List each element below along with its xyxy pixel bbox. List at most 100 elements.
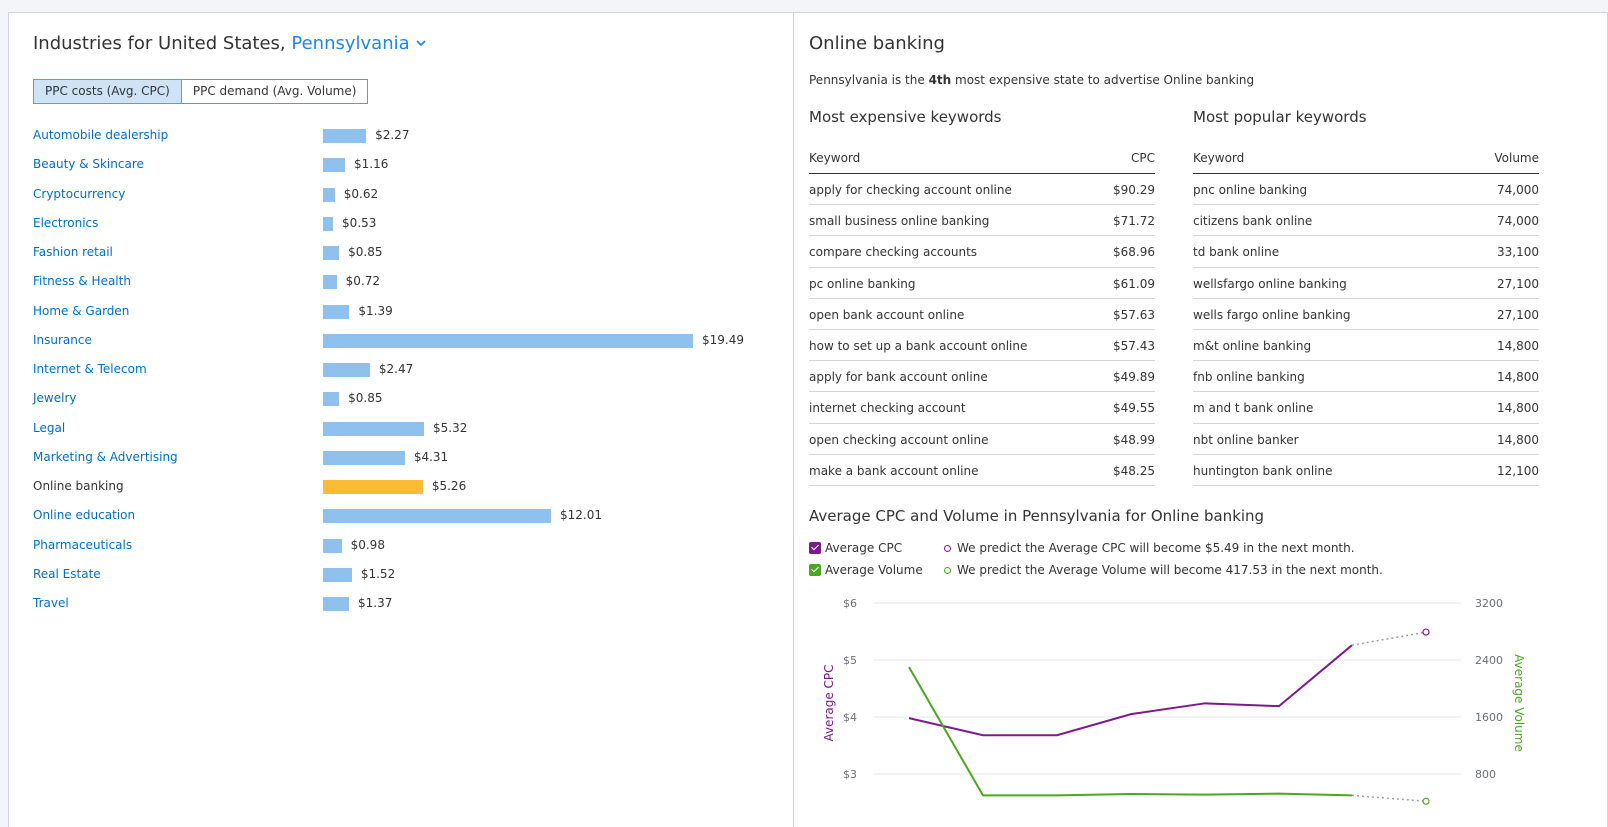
metric-toggle: PPC costs (Avg. CPC) PPC demand (Avg. Vo… [33,79,369,104]
state-label: Pennsylvania [291,33,410,54]
industry-name[interactable]: Insurance [33,332,92,347]
industry-bar [323,246,340,260]
panel-divider [793,13,794,827]
industry-cpc-value: $1.37 [358,596,393,610]
forecast-line [1351,794,1427,802]
industry-row[interactable]: Travel $1.37 [33,595,773,613]
table-header: Keyword CPC [809,147,1155,174]
industry-bar [323,333,693,348]
industry-cpc-value: $1.39 [358,303,393,318]
industry-row[interactable]: Insurance $19.49 [33,332,773,350]
keyword-cell: open bank account online [809,307,965,322]
table-row: wellsfargo online banking 27,100 [1193,268,1539,299]
volume-forecast-text: We predict the Average Volume will becom… [957,563,1383,577]
industry-cpc-value: $0.53 [342,215,377,230]
industry-row[interactable]: Fitness & Health $0.72 [33,273,773,291]
forecast-dot-icon [944,566,951,574]
industry-row[interactable]: Real Estate $1.52 [33,566,773,584]
industry-cpc-value: $0.85 [348,245,383,259]
ppc-costs-button[interactable]: PPC costs (Avg. CPC) [33,79,182,104]
forecast-line [1351,631,1427,646]
industry-row[interactable]: Electronics $0.53 [33,215,773,233]
industry-name[interactable]: Legal [33,420,66,435]
left-axis-tick: $6 [843,597,857,610]
cpc-forecast-text: We predict the Average CPC will become $… [957,541,1355,555]
ppc-demand-button[interactable]: PPC demand (Avg. Volume) [180,79,369,104]
industry-bar [323,538,342,553]
industry-row[interactable]: Legal $5.32 [33,420,773,438]
industry-name[interactable]: Jewelry [33,391,77,406]
industry-row[interactable]: Automobile dealership $2.27 [33,127,773,145]
industry-row[interactable]: Internet & Telecom $2.47 [33,361,773,379]
volume-cell: 14,800 [1497,338,1539,353]
keyword-cell: huntington bank online [1193,463,1333,478]
keyword-cell: pnc online banking [1193,183,1308,197]
volume-series-line [908,666,1353,797]
industry-name[interactable]: Beauty & Skincare [33,157,144,172]
industry-bar [323,567,352,582]
legend-average-cpc[interactable]: Average CPC [809,541,902,555]
industry-name[interactable]: Cryptocurrency [33,186,126,201]
industry-row[interactable]: Jewelry $0.85 [33,390,773,408]
industry-bar [323,158,346,173]
industry-name[interactable]: Pharmaceuticals [33,537,133,552]
rank-text-post: most expensive state to advertise Online… [951,73,1255,87]
industry-name[interactable]: Fashion retail [33,245,113,259]
industry-row[interactable]: Beauty & Skincare $1.16 [33,156,773,174]
legend-volume-label: Average Volume [825,563,923,577]
industry-name[interactable]: Electronics [33,215,99,230]
column-header-volume: Volume [1494,151,1539,165]
industry-row[interactable]: Marketing & Advertising $4.31 [33,449,773,467]
column-header-keyword: Keyword [809,151,861,165]
table-row: how to set up a bank account online $57.4… [809,330,1155,362]
industry-row[interactable]: Cryptocurrency $0.62 [33,186,773,204]
industry-row[interactable]: Fashion retail $0.85 [33,244,773,262]
volume-cell: 74,000 [1497,183,1539,197]
column-header-cpc: CPC [1131,151,1155,165]
industry-name[interactable]: Home & Garden [33,303,130,318]
table-row: open bank account online $57.63 [809,299,1155,330]
right-axis-tick: 3200 [1475,597,1503,610]
industry-name[interactable]: Real Estate [33,566,101,581]
industry-name[interactable]: Fitness & Health [33,274,131,289]
state-selector[interactable]: Pennsylvania [291,33,426,54]
industry-cpc-value: $4.31 [413,449,449,464]
column-header-keyword: Keyword [1193,151,1245,165]
table-row: m and t bank online 14,800 [1193,392,1539,424]
checkbox-icon [809,542,821,554]
industry-name[interactable]: Marketing & Advertising [33,449,178,464]
keyword-cell: m&t online banking [1193,338,1312,353]
table-row: citizens bank online 74,000 [1193,205,1539,237]
industry-row[interactable]: Online education $12.01 [33,507,773,525]
table-row: compare checking accounts $68.96 [809,236,1155,268]
volume-cell: 12,100 [1497,463,1539,478]
industry-bar [323,275,337,290]
industry-name[interactable]: Online education [33,508,136,523]
left-axis-tick: $3 [843,768,857,781]
industry-row[interactable]: Pharmaceuticals $0.98 [33,537,773,555]
table-row: m&t online banking 14,800 [1193,330,1539,362]
cpc-forecast-note: We predict the Average CPC will become $… [944,541,1355,555]
keyword-cell: compare checking accounts [809,245,978,260]
industry-name[interactable]: Travel [33,596,69,610]
chevron-down-icon [416,40,426,47]
table-row: pnc online banking 74,000 [1193,174,1539,206]
legend-average-volume[interactable]: Average Volume [809,563,923,577]
table-row: pc online banking $61.09 [809,268,1155,299]
keyword-cell: td bank online [1193,245,1280,260]
app-frame: Industries for United States, Pennsylvan… [8,12,1608,827]
industry-cpc-value: $2.47 [378,362,414,376]
cpc-cell: $57.63 [1113,307,1155,322]
keyword-cell: apply for checking account online [809,183,1012,197]
right-axis-label: Average Volume [1512,654,1526,752]
industries-title: Industries for United States, Pennsylvan… [33,33,426,54]
keyword-cell: make a bank account online [809,463,979,478]
cpc-cell: $61.09 [1113,276,1155,291]
industry-cpc-value: $0.72 [345,274,381,289]
industry-row[interactable]: Home & Garden $1.39 [33,303,773,321]
industry-cpc-value: $0.85 [348,391,383,406]
cpc-series-line [908,644,1353,737]
industry-name[interactable]: Internet & Telecom [33,362,147,376]
industry-name[interactable]: Automobile dealership [33,128,169,142]
keyword-cell: fnb online banking [1193,370,1305,385]
